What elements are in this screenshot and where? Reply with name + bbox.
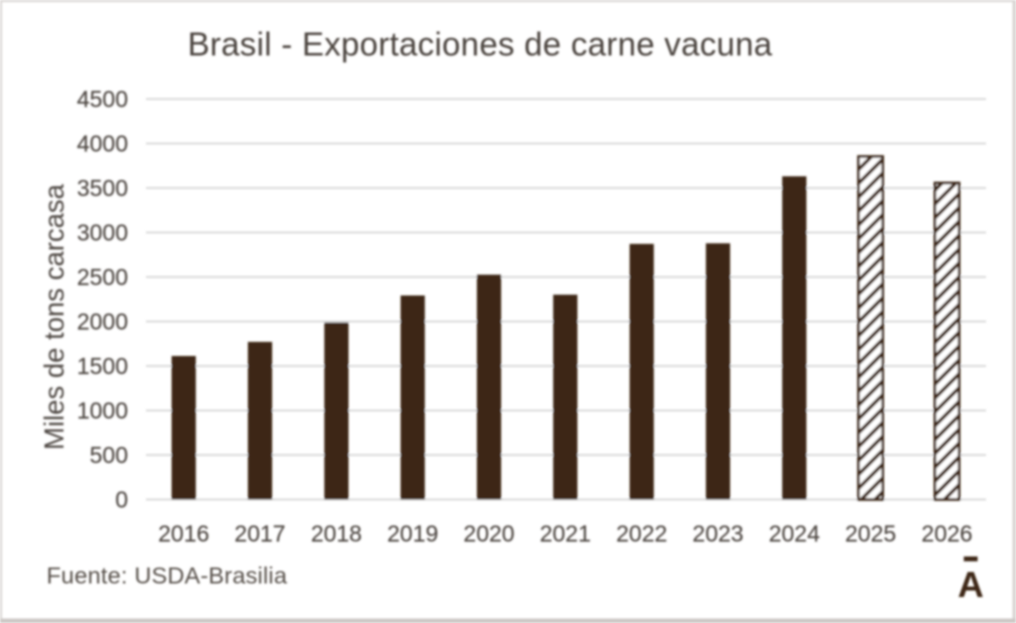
svg-text:2020: 2020 — [463, 521, 514, 547]
svg-text:4500: 4500 — [77, 86, 128, 112]
svg-text:2016: 2016 — [158, 521, 209, 547]
svg-text:2017: 2017 — [234, 521, 285, 547]
svg-text:2021: 2021 — [540, 521, 591, 547]
svg-text:4000: 4000 — [77, 131, 128, 157]
svg-text:Brasil - Exportaciones de carn: Brasil - Exportaciones de carne vacuna — [188, 26, 773, 63]
svg-text:2018: 2018 — [311, 521, 362, 547]
svg-text:2024: 2024 — [769, 521, 820, 547]
svg-text:2023: 2023 — [692, 521, 743, 547]
svg-text:2022: 2022 — [616, 521, 667, 547]
svg-text:2000: 2000 — [77, 309, 128, 335]
svg-text:500: 500 — [90, 442, 128, 468]
svg-text:0: 0 — [115, 487, 128, 513]
svg-text:1000: 1000 — [77, 398, 128, 424]
svg-text:2019: 2019 — [387, 521, 438, 547]
svg-text:3500: 3500 — [77, 175, 128, 201]
svg-text:A: A — [958, 564, 984, 605]
svg-text:1500: 1500 — [77, 353, 128, 379]
svg-text:3000: 3000 — [77, 220, 128, 246]
svg-text:2026: 2026 — [921, 521, 972, 547]
svg-text:Miles de tons carcasa: Miles de tons carcasa — [39, 183, 70, 450]
svg-text:Fuente: USDA-Brasilia: Fuente: USDA-Brasilia — [47, 563, 288, 589]
svg-text:2500: 2500 — [77, 264, 128, 290]
svg-text:2025: 2025 — [845, 521, 896, 547]
